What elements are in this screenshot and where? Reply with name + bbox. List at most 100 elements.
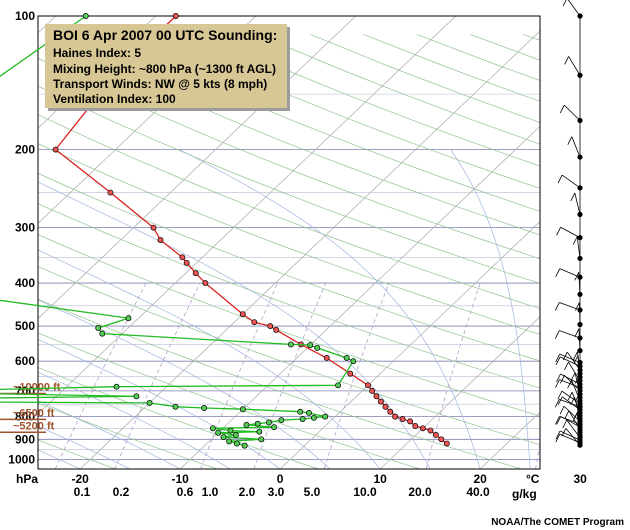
wind-barb-feather	[555, 356, 561, 366]
wind-barb-feather	[561, 428, 567, 437]
dewpoint-point	[215, 429, 222, 436]
mixing-height-text: Mixing Height: ~800 hPa (~1300 ft AGL)	[53, 62, 276, 76]
dewpoint-point	[233, 440, 240, 447]
wind-barb-staff	[578, 375, 581, 398]
wind-barb	[561, 428, 583, 448]
dewpoint-point	[95, 325, 102, 331]
mixing-ratio-tick-label: 40.0	[466, 485, 490, 499]
dewpoint-point	[343, 355, 350, 361]
wind-barb-staff	[563, 405, 581, 422]
temperature-tick-label: 0	[277, 472, 284, 486]
dry-adiabat	[38, 143, 540, 335]
temperature-point	[192, 270, 199, 277]
dewpoint-point	[226, 438, 233, 445]
mixing-ratio-tick-label: 0.6	[177, 485, 194, 499]
wind-barb-staff	[560, 226, 581, 239]
wind-barb-staff	[571, 380, 581, 401]
wind-barb-staff	[567, 0, 581, 17]
wind-barb-feather	[555, 430, 561, 440]
mixing-ratio-line	[425, 282, 481, 469]
dewpoint-point	[350, 358, 357, 365]
wind-barb	[562, 351, 583, 373]
temperature-point	[239, 311, 246, 318]
dry-adiabat	[257, 34, 540, 145]
wind-barb-feather	[572, 236, 578, 245]
dewpoint-point	[297, 408, 304, 415]
wind-barb-feather	[557, 174, 563, 184]
wind-barb-staff	[566, 419, 581, 438]
sounding-title: BOI 6 Apr 2007 00 UTC Sounding:	[53, 27, 278, 43]
dewpoint-point	[172, 403, 179, 410]
moist-adiabat	[38, 371, 231, 469]
dewpoint-point	[314, 344, 321, 351]
dry-adiabat	[363, 34, 540, 102]
dewpoint-point	[256, 428, 263, 435]
wind-barb-feather	[556, 227, 561, 236]
mixing-ratio-tick-label: 5.0	[304, 485, 321, 499]
ventilation-index-text: Ventilation Index: 100	[53, 92, 176, 106]
pressure-tick-label: 500	[15, 319, 35, 333]
wind-barb-staff	[577, 355, 581, 378]
wind-barb-staff	[565, 428, 581, 446]
moist-adiabat	[38, 425, 131, 469]
mixing-ratio-tick-label: 20.0	[408, 485, 432, 499]
pressure-tick-label: 1000	[8, 453, 35, 467]
wind-barb-staff	[559, 330, 581, 339]
mixing-ratio-line	[323, 282, 390, 469]
wind-barb-staff	[571, 136, 581, 158]
wind-barb	[557, 174, 583, 191]
wind-barb-feather	[554, 302, 560, 311]
temperature-point	[412, 423, 419, 429]
wind-barb-staff	[578, 302, 581, 325]
wind-barb-feather	[555, 416, 560, 425]
moist-adiabat	[38, 449, 81, 469]
dry-adiabat	[470, 34, 540, 61]
wind-barb-feather	[567, 392, 573, 401]
wind-barb-feather	[574, 302, 580, 311]
temperature-point	[443, 440, 450, 447]
dewpoint-point	[322, 413, 329, 420]
temperature-point	[369, 387, 376, 394]
dewpoint-point	[220, 434, 227, 441]
height-annotation-label: ~10000 ft	[13, 382, 61, 394]
background-lines	[38, 16, 540, 469]
moist-adiabat	[38, 249, 381, 469]
dewpoint-point	[113, 383, 120, 390]
mixing-ratio-line	[54, 282, 147, 469]
pressure-tick-label: 900	[15, 432, 35, 446]
wind-barb	[564, 56, 583, 78]
wind-barb	[570, 192, 583, 217]
dewpoint-point	[133, 393, 140, 400]
temperature-unit-label: °C	[526, 472, 540, 486]
dewpoint-point	[82, 13, 89, 19]
dewpoint-point	[243, 421, 250, 428]
dry-adiabat	[38, 172, 540, 362]
moist-adiabat	[450, 149, 531, 469]
wind-barb-feather	[574, 328, 580, 337]
wind-barb-staff	[560, 416, 581, 428]
dewpoint-point	[335, 382, 341, 389]
pressure-unit-label: hPa	[16, 472, 38, 486]
dewpoint-point	[146, 399, 153, 406]
wind-barb-feather	[556, 416, 562, 425]
isotherm	[479, 411, 540, 469]
wind-barb-feather	[556, 373, 561, 383]
temperature-point	[251, 319, 258, 326]
dewpoint-point	[241, 442, 248, 449]
wind-barb-staff	[561, 390, 581, 404]
sounding-info-box: BOI 6 Apr 2007 00 UTC Sounding: Haines I…	[45, 24, 287, 108]
moist-adiabat	[179, 149, 481, 469]
temperature-point	[157, 237, 164, 244]
temperature-point	[377, 398, 384, 405]
wind-barb	[554, 330, 583, 341]
temperature-tick-label: -10	[171, 472, 189, 486]
wind-barb-feather	[557, 390, 563, 400]
temperature-point	[323, 355, 330, 361]
isotherm	[379, 316, 540, 469]
wind-barb-staff	[578, 272, 581, 295]
pressure-tick-label: 400	[15, 276, 35, 290]
temperature-point	[432, 432, 439, 438]
temperature-point	[373, 393, 380, 400]
wind-barb-staff	[576, 236, 581, 259]
dewpoint-point	[125, 315, 132, 322]
